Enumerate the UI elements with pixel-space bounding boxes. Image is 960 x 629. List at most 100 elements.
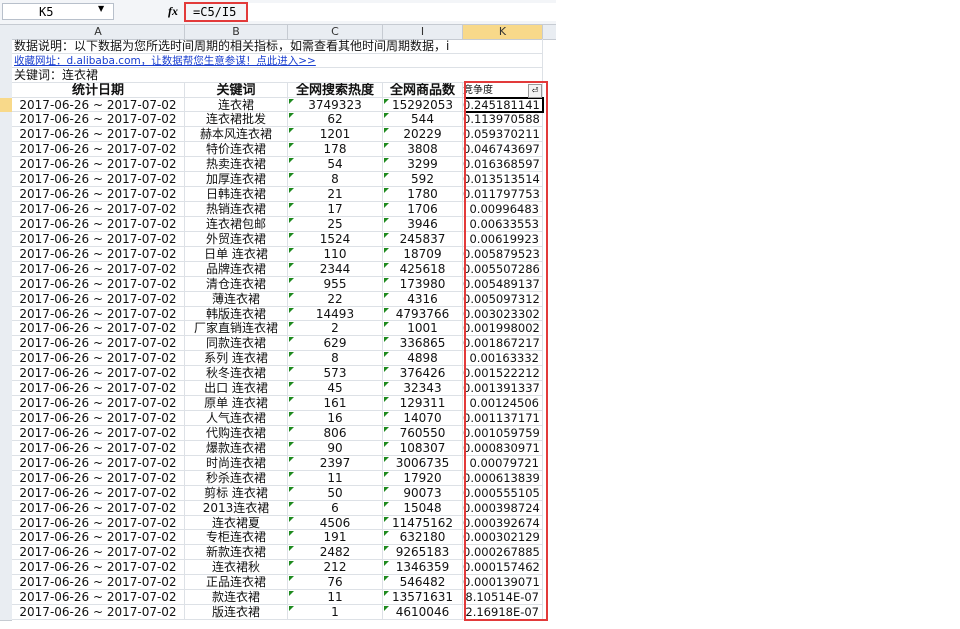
product-count-cell[interactable]: 592 [383, 172, 463, 188]
search-heat-cell[interactable]: 6 [288, 500, 383, 516]
keyword-cell[interactable]: 连衣裙夏 [185, 515, 288, 531]
date-cell[interactable]: 2017-06-26 ~ 2017-07-02 [12, 306, 185, 322]
date-cell[interactable]: 2017-06-26 ~ 2017-07-02 [12, 425, 185, 441]
row-header[interactable] [0, 590, 12, 607]
row-header[interactable] [0, 231, 12, 248]
search-heat-cell[interactable]: 11 [288, 470, 383, 486]
date-cell[interactable]: 2017-06-26 ~ 2017-07-02 [12, 560, 185, 576]
keyword-cell[interactable]: 专柜连衣裙 [185, 530, 288, 546]
competition-cell[interactable]: 0.00079721 [463, 455, 543, 471]
product-count-cell[interactable]: 129311 [383, 396, 463, 412]
keyword-cell[interactable]: 热销连衣裙 [185, 202, 288, 217]
search-heat-cell[interactable]: 110 [288, 246, 383, 262]
row-header[interactable] [0, 68, 12, 84]
alibaba-link[interactable]: 收藏网址：d.alibaba.com，让数据帮您生意参谋！点此进入>> [12, 54, 463, 68]
row-header[interactable] [0, 39, 12, 55]
search-heat-cell[interactable]: 212 [288, 560, 383, 576]
product-count-cell[interactable]: 3006735 [383, 455, 463, 471]
competition-cell[interactable]: 0.003023302 [463, 306, 543, 322]
date-cell[interactable]: 2017-06-26 ~ 2017-07-02 [12, 366, 185, 382]
competition-cell[interactable]: 0.000398724 [463, 500, 543, 516]
keyword-cell[interactable]: 同款连衣裙 [185, 336, 288, 352]
product-count-cell[interactable]: 3808 [383, 142, 463, 158]
row-header[interactable] [0, 336, 12, 353]
competition-cell[interactable]: 0.001137171 [463, 411, 543, 426]
filter-dropdown-button[interactable]: ⏎ [528, 84, 542, 98]
formula-input-area[interactable] [248, 3, 556, 21]
keyword-cell[interactable]: 款连衣裙 [185, 590, 288, 606]
date-cell[interactable]: 2017-06-26 ~ 2017-07-02 [12, 605, 185, 621]
product-count-cell[interactable]: 90073 [383, 485, 463, 501]
search-heat-cell[interactable]: 191 [288, 530, 383, 546]
date-cell[interactable]: 2017-06-26 ~ 2017-07-02 [12, 440, 185, 456]
product-count-cell[interactable]: 4610046 [383, 605, 463, 621]
row-header[interactable] [0, 276, 12, 293]
date-cell[interactable]: 2017-06-26 ~ 2017-07-02 [12, 172, 185, 188]
date-cell[interactable]: 2017-06-26 ~ 2017-07-02 [12, 291, 185, 307]
search-heat-cell[interactable]: 2344 [288, 261, 383, 277]
competition-cell[interactable]: 0.011797753 [463, 187, 543, 202]
search-heat-cell[interactable]: 4506 [288, 515, 383, 531]
product-count-cell[interactable]: 546482 [383, 575, 463, 591]
keyword-cell[interactable]: 原单 连衣裙 [185, 396, 288, 412]
search-heat-cell[interactable]: 17 [288, 202, 383, 217]
search-heat-cell[interactable]: 45 [288, 381, 383, 397]
keyword-cell[interactable]: 韩版连衣裙 [185, 306, 288, 322]
competition-cell[interactable]: 0.00163332 [463, 351, 543, 367]
chevron-down-icon[interactable]: ▼ [98, 4, 105, 13]
keyword-cell[interactable]: 剪标 连衣裙 [185, 485, 288, 501]
keyword-cell[interactable]: 品牌连衣裙 [185, 261, 288, 277]
product-count-cell[interactable]: 108307 [383, 440, 463, 456]
row-header[interactable] [0, 440, 12, 457]
competition-cell[interactable]: 0.001059759 [463, 425, 543, 441]
row-header[interactable] [0, 187, 12, 203]
row-header[interactable] [0, 112, 12, 129]
product-count-cell[interactable]: 544 [383, 112, 463, 128]
product-count-cell[interactable]: 15292053 [383, 97, 463, 113]
cell-K[interactable] [463, 39, 543, 54]
search-heat-cell[interactable]: 25 [288, 216, 383, 232]
competition-cell[interactable]: 0.001998002 [463, 321, 543, 337]
competition-cell[interactable]: 0.001867217 [463, 336, 543, 352]
column-header-B[interactable]: B [185, 25, 288, 39]
keyword-cell[interactable]: 版连衣裙 [185, 605, 288, 621]
row-header[interactable] [0, 321, 12, 338]
row-header[interactable] [0, 396, 12, 413]
competition-cell[interactable]: 2.16918E-07 [463, 605, 543, 621]
date-cell[interactable]: 2017-06-26 ~ 2017-07-02 [12, 216, 185, 232]
header-1[interactable]: 关键词 [185, 82, 288, 98]
date-cell[interactable]: 2017-06-26 ~ 2017-07-02 [12, 246, 185, 262]
keyword-cell[interactable]: 代购连衣裙 [185, 425, 288, 441]
keyword-cell[interactable]: 出口 连衣裙 [185, 381, 288, 397]
search-heat-cell[interactable]: 54 [288, 157, 383, 173]
keyword-cell[interactable]: 赫本风连衣裙 [185, 127, 288, 143]
keyword-cell[interactable]: 薄连衣裙 [185, 291, 288, 307]
keyword-cell[interactable]: 2013连衣裙 [185, 500, 288, 516]
row-header[interactable] [0, 82, 12, 99]
competition-cell[interactable]: 0.00996483 [463, 202, 543, 217]
date-cell[interactable]: 2017-06-26 ~ 2017-07-02 [12, 231, 185, 247]
row-header[interactable] [0, 216, 12, 233]
competition-cell[interactable]: 0.000267885 [463, 545, 543, 561]
row-header[interactable] [0, 261, 12, 278]
keyword-cell[interactable]: 系列 连衣裙 [185, 351, 288, 367]
column-header-C[interactable]: C [288, 25, 383, 39]
row-header[interactable] [0, 605, 12, 622]
product-count-cell[interactable]: 3946 [383, 216, 463, 232]
row-header[interactable] [0, 142, 12, 159]
keyword-cell[interactable]: 爆款连衣裙 [185, 440, 288, 456]
keyword-cell[interactable]: 秋冬连衣裙 [185, 366, 288, 382]
search-heat-cell[interactable]: 11 [288, 590, 383, 606]
competition-cell[interactable]: 0.013513514 [463, 172, 543, 188]
keyword-cell[interactable]: 连衣裙批发 [185, 112, 288, 128]
product-count-cell[interactable]: 32343 [383, 381, 463, 397]
row-header[interactable] [0, 53, 12, 69]
header-2[interactable]: 全网搜索热度 [288, 82, 383, 98]
product-count-cell[interactable]: 4316 [383, 291, 463, 307]
row-header[interactable] [0, 381, 12, 398]
competition-cell[interactable]: 0.000613839 [463, 470, 543, 486]
competition-cell[interactable]: 0.046743697 [463, 142, 543, 158]
search-heat-cell[interactable]: 1524 [288, 231, 383, 247]
search-heat-cell[interactable]: 2 [288, 321, 383, 337]
date-cell[interactable]: 2017-06-26 ~ 2017-07-02 [12, 321, 185, 337]
